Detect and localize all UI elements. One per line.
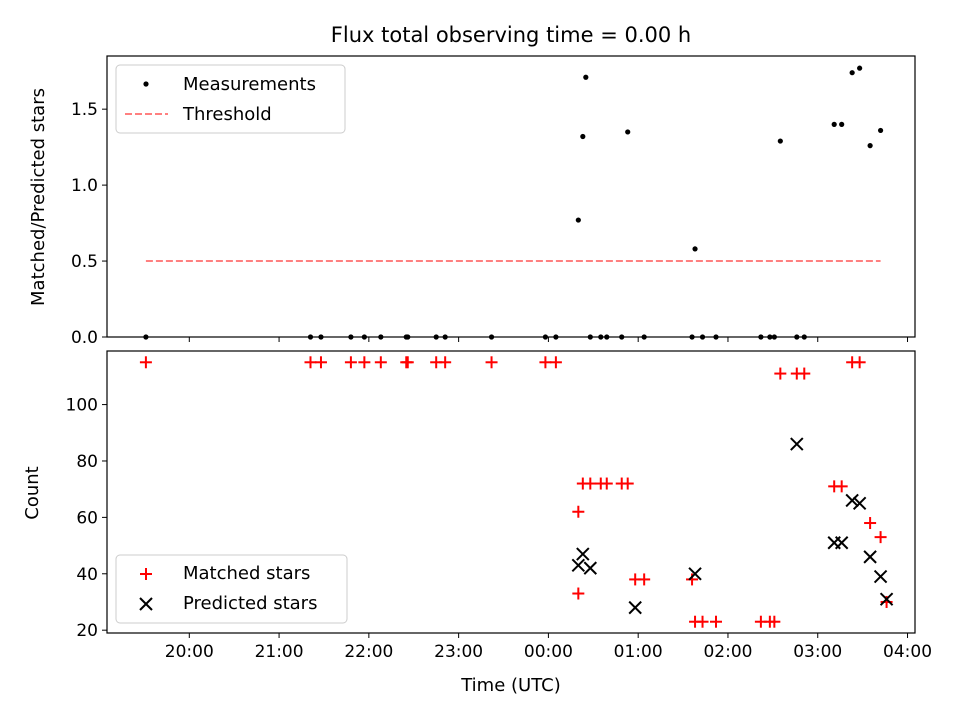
matched-star-point [485, 356, 498, 369]
matched-star-point [798, 367, 811, 380]
bottom-y-axis-label: Count [22, 466, 43, 519]
xtick-label: 22:00 [344, 642, 393, 662]
matched-star-point [696, 615, 709, 628]
top-ytick-layer: 0.0 0.5 1.0 1.5 [71, 100, 107, 348]
legend-predicted-marker [139, 597, 153, 611]
measurement-point [857, 65, 863, 71]
chart-title: Flux total observing time = 0.00 h [331, 23, 691, 47]
matched-star-point [774, 367, 787, 380]
xtick-label: 20:00 [165, 642, 214, 662]
matched-star-point [358, 356, 371, 369]
xtick-label: 02:00 [703, 642, 752, 662]
measurement-point [777, 138, 783, 144]
bottom-panel: 20 40 60 80 100 20:00 21:00 22:00 23:00 00:00 01:… [22, 350, 932, 696]
predicted-star-point [834, 536, 849, 550]
predicted-star-point [852, 496, 867, 510]
matched-star-point [439, 356, 452, 369]
matched-star-point [401, 356, 414, 369]
xtick-label: 04:00 [883, 642, 932, 662]
top-ytick-label: 1.5 [71, 100, 98, 120]
legend-measurements-label: Measurements [183, 74, 316, 95]
matched-star-point [853, 356, 866, 369]
matched-star-point [709, 615, 722, 628]
top-ytick-label: 1.0 [71, 176, 98, 196]
predicted-star-point [879, 592, 894, 606]
top-legend: Measurements Threshold [115, 64, 346, 134]
predicted-star-point [863, 550, 877, 564]
matched-star-point [539, 356, 552, 369]
bottom-ytick-label: 80 [76, 452, 98, 472]
measurement-point [877, 127, 884, 134]
measurement-point [583, 74, 589, 80]
xtick-label: 23:00 [434, 642, 483, 662]
bottom-ytick-label: 60 [76, 508, 98, 528]
predicted-star-point [571, 558, 586, 573]
legend-matched-marker [140, 568, 152, 580]
measurement-point [692, 246, 698, 252]
measurement-point [867, 143, 873, 149]
measurement-point [580, 133, 586, 140]
top-ytick-label: 0.0 [71, 328, 98, 348]
bottom-ytick-label: 20 [76, 621, 98, 641]
bottom-predicted-layer [571, 437, 894, 615]
xtick-label: 00:00 [524, 642, 573, 662]
xtick-label: 21:00 [255, 642, 304, 662]
matched-star-point [314, 356, 327, 369]
bottom-legend-box [115, 554, 348, 624]
predicted-star-point [790, 437, 804, 451]
measurement-point [575, 217, 581, 223]
bottom-plot-frame [106, 350, 916, 634]
bottom-ytick-layer: 20 40 60 80 100 [66, 396, 107, 641]
predicted-star-point [873, 569, 888, 584]
matched-star-point [584, 477, 597, 490]
x-axis-label: Time (UTC) [460, 675, 561, 696]
xtick-label: 01:00 [614, 642, 663, 662]
legend-measurements-marker [143, 81, 149, 87]
top-y-axis-label: Matched/Predicted stars [28, 88, 49, 306]
top-xtick-layer [188, 337, 909, 342]
bottom-ytick-label: 40 [76, 565, 98, 585]
bottom-xtick-layer: 20:00 21:00 22:00 23:00 00:00 01:00 02:00 03:00… [165, 633, 932, 662]
measurement-point [849, 70, 855, 76]
predicted-star-point [845, 493, 859, 508]
bottom-legend: Matched stars Predicted stars [115, 554, 348, 624]
matched-star-point [572, 587, 585, 600]
matched-star-point [304, 356, 317, 369]
matched-star-point [638, 573, 651, 586]
top-panel: 0.0 0.5 1.0 1.5 Matched/Predicted stars Mea… [28, 55, 916, 348]
bottom-ytick-label: 100 [66, 396, 98, 416]
measurement-point [625, 129, 631, 135]
matched-star-point [139, 356, 152, 369]
measurement-point [831, 121, 837, 127]
predicted-star-point [688, 567, 702, 581]
legend-predicted-label: Predicted stars [183, 593, 317, 614]
matched-star-point [835, 480, 848, 493]
predicted-star-point [583, 561, 598, 575]
top-legend-box [115, 64, 346, 134]
predicted-star-point [576, 547, 590, 561]
matched-star-point [864, 517, 877, 530]
xtick-label: 03:00 [793, 642, 842, 662]
matched-star-point [344, 356, 357, 369]
matched-star-point [600, 477, 613, 490]
measurement-point [839, 121, 845, 127]
matched-star-point [549, 356, 562, 369]
matched-star-point [768, 615, 781, 628]
bottom-matched-layer [139, 356, 893, 628]
matched-star-point [572, 505, 585, 518]
matched-star-point [621, 477, 634, 490]
matched-star-point [874, 531, 887, 544]
top-plot-frame [106, 55, 916, 338]
legend-threshold-label: Threshold [182, 104, 272, 125]
matched-star-point [374, 356, 387, 369]
legend-matched-label: Matched stars [183, 563, 310, 584]
predicted-star-point [628, 600, 642, 615]
top-ytick-label: 0.5 [71, 252, 98, 272]
